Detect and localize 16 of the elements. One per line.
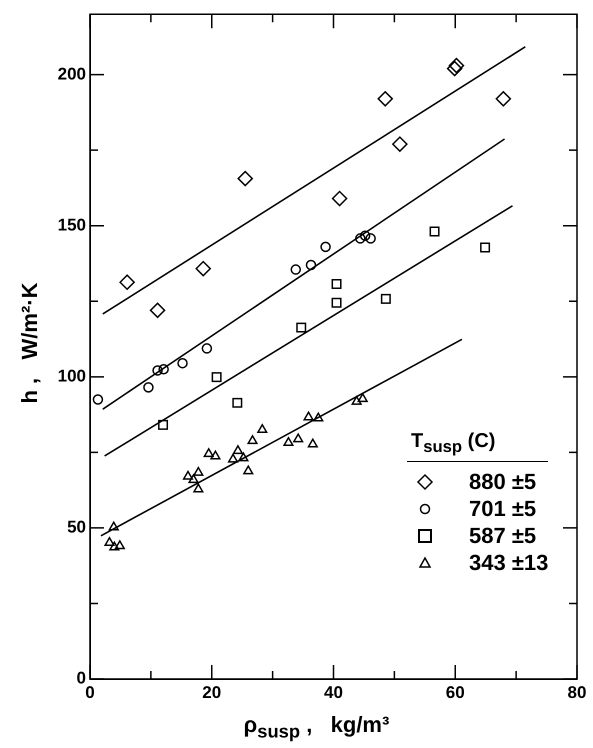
y-tick-label: 100 [58,366,86,386]
legend-title: T$_{susp}$ (C) [407,430,548,462]
x-tick-label: 60 [446,682,465,702]
x-tick-label: 40 [324,682,343,702]
y-tick-label: 150 [58,215,86,234]
x-axis-title: ρ$_{susp}$ , kg/m³ [242,712,390,742]
y-axis-title: h , W/m²·K [17,282,43,406]
legend-label: 701 ±5 [469,496,536,522]
y-tick-label: 50 [67,518,86,537]
legend-label: 880 ±5 [469,468,536,494]
x-tick-label: 80 [568,682,586,702]
y-tick-label: 0 [76,668,86,688]
legend-label: 587 ±5 [469,522,536,548]
x-tick-label: 20 [202,682,222,702]
legend-label: 343 ±13 [469,550,548,576]
y-tick-label: 200 [58,64,86,84]
